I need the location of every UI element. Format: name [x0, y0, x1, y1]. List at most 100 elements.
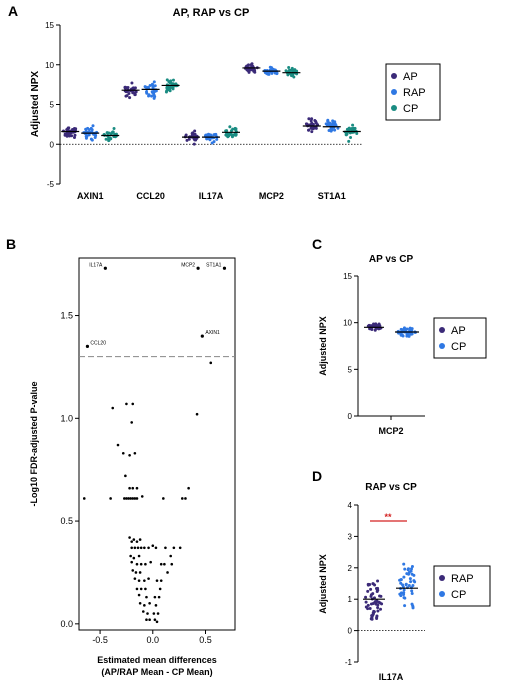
chart-d-y-axis-label: Adjusted NPX — [318, 554, 328, 614]
chart-b-x-tick-label: 0.0 — [147, 635, 160, 645]
chart-b-point — [137, 593, 141, 597]
chart-d-point-cp — [407, 583, 411, 587]
chart-d-point-rap — [364, 600, 368, 604]
chart-b-point — [138, 538, 142, 541]
chart-b-point — [143, 546, 146, 550]
chart-b-point — [145, 618, 148, 622]
chart-a-point-ap — [128, 96, 132, 100]
chart-b-point — [111, 406, 115, 410]
chart-d-point-rap — [369, 587, 373, 591]
chart-a-legend-marker-rap — [391, 89, 397, 95]
chart-b-point — [139, 546, 143, 550]
chart-b-point — [137, 579, 141, 582]
chart-a-point-ap — [134, 90, 138, 94]
chart-a-point-rap — [333, 120, 337, 124]
chart-b-labeled-point — [200, 334, 204, 338]
chart-b-point — [159, 562, 163, 566]
chart-a-point-cp — [229, 129, 233, 133]
chart-d-legend-marker-rap — [439, 575, 445, 581]
chart-a-point-ap — [250, 62, 254, 66]
chart-d-point-rap — [376, 609, 380, 613]
chart-d-point-rap — [370, 617, 374, 621]
chart-a-point-ap — [133, 93, 137, 97]
chart-a-x-tick-label: MCP2 — [259, 191, 284, 201]
chart-b-point-label: CCL20 — [90, 340, 106, 346]
chart-b-point — [162, 497, 165, 500]
chart-a-point-cp — [292, 75, 296, 79]
chart-b-point — [153, 595, 157, 599]
chart-b-point — [157, 595, 161, 599]
chart-d-point-rap — [378, 601, 382, 605]
chart-b-point — [128, 486, 131, 490]
chart-a-point-ap — [67, 126, 71, 130]
chart-a-point-rap — [329, 127, 333, 131]
chart-d-point-rap — [368, 606, 372, 610]
chart-d-point-cp — [412, 573, 416, 577]
chart-a-point-rap — [84, 136, 88, 140]
chart-a-x-tick-label: AXIN1 — [77, 191, 104, 201]
chart-b-point — [170, 562, 174, 566]
chart-a-point-ap — [310, 121, 314, 125]
chart-a-point-rap — [215, 137, 219, 141]
chart-d-point-rap — [376, 606, 380, 610]
chart-d-point-rap — [378, 594, 382, 598]
chart-b-point — [135, 540, 139, 543]
chart-a-point-cp — [349, 135, 353, 139]
chart-d-point-cp — [403, 604, 407, 608]
chart-a-point-ap — [73, 133, 77, 137]
chart-c-legend-marker-ap — [439, 327, 445, 333]
chart-b-point — [184, 497, 187, 500]
chart-b-x-axis-label-2: (AP/RAP Mean - CP Mean) — [101, 667, 212, 677]
chart-a-point-cp — [107, 136, 111, 140]
chart-b-point — [139, 587, 143, 591]
chart-b-point — [151, 544, 155, 548]
chart-b-point-label: MCP2 — [181, 262, 195, 268]
chart-a-point-ap — [130, 81, 134, 85]
chart-b-point — [136, 546, 140, 550]
chart-a-point-rap — [210, 141, 214, 145]
chart-d-point-rap — [371, 602, 375, 606]
chart-b-point — [131, 486, 135, 490]
chart-b-point — [116, 443, 120, 447]
chart-d-point-cp — [410, 602, 414, 606]
chart-a-point-cp — [350, 127, 354, 131]
chart-b-point — [158, 587, 162, 591]
chart-b-point — [138, 571, 142, 574]
chart-a-point-ap — [131, 91, 135, 95]
chart-b-point — [152, 612, 156, 615]
chart-a-point-ap — [314, 119, 318, 123]
chart-d-point-rap — [366, 603, 370, 607]
chart-d-point-cp — [402, 562, 406, 566]
chart-b-point — [124, 474, 127, 478]
chart-b-point — [172, 546, 176, 550]
chart-b-point — [146, 612, 149, 615]
chart-d-point-rap — [375, 615, 379, 619]
chart-b-point — [144, 587, 147, 591]
chart-b-labeled-point — [222, 266, 227, 270]
chart-a-point-cp — [167, 80, 171, 84]
chart-b-labeled-point — [103, 266, 107, 270]
chart-b-point — [155, 579, 159, 582]
chart-a-point-ap — [310, 130, 314, 134]
chart-a-legend-marker-ap — [391, 73, 397, 79]
chart-b-labeled-point — [196, 266, 200, 270]
chart-b-point — [121, 451, 125, 455]
chart-b-point — [209, 361, 213, 365]
chart-d-point-rap — [366, 589, 370, 593]
chart-b-point — [148, 618, 151, 622]
chart-b-point — [131, 497, 135, 500]
chart-a-point-ap — [67, 134, 71, 138]
chart-c-point-cp — [405, 327, 409, 331]
chart-b-point — [125, 497, 128, 500]
chart-a-point-ap — [245, 64, 249, 68]
chart-c-y-tick-label: 10 — [343, 319, 352, 328]
chart-c-y-tick-label: 15 — [343, 272, 352, 281]
chart-b-point — [164, 546, 167, 550]
chart-a-point-ap — [63, 133, 67, 137]
chart-c-legend-label-cp: CP — [451, 341, 466, 353]
chart-b-point — [139, 562, 143, 566]
chart-a-point-cp — [171, 86, 175, 90]
chart-b-point-label: IL17A — [89, 262, 103, 268]
chart-a-point-rap — [145, 90, 149, 94]
chart-d-point-rap — [376, 579, 380, 583]
